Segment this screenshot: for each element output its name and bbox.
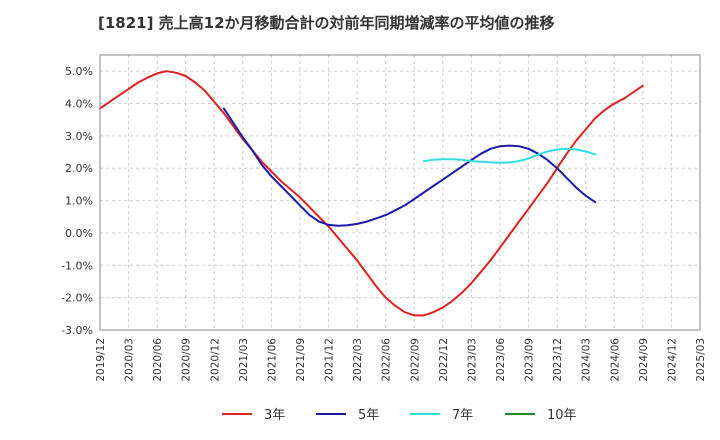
x-tick-label: 2023/06 [495,338,507,382]
y-tick-label: -3.0% [61,324,93,337]
legend-label-3: 7年 [452,408,473,423]
y-tick-label: 5.0% [65,65,93,78]
y-tick-label: -1.0% [61,259,93,272]
y-axis-ticks: 5.0% 4.0% 3.0% 2.0% 1.0% 0.0% -1.0% -2.0% -3.0% [61,65,93,337]
x-tick-label: 2020/06 [152,338,164,382]
x-tick-label: 2020/12 [209,338,221,382]
x-tick-label: 2022/09 [409,338,421,382]
x-tick-label: 2020/09 [181,338,193,382]
x-tick-label: 2021/06 [266,338,278,382]
y-tick-label: 0.0% [65,227,93,240]
x-axis-ticks: 2019/12 2020/03 2020/06 2020/09 2020/12 2021/… [95,338,707,382]
y-tick-label: 3.0% [65,130,93,143]
y-tick-label: -2.0% [61,292,93,305]
x-tick-label: 2024/09 [638,338,650,382]
x-tick-label: 2022/03 [352,338,364,382]
x-tick-label: 2022/12 [438,338,450,382]
series-lines [99,70,644,317]
x-tick-label: 2024/12 [666,338,678,382]
legend: 3年 5年 7年 10年 [222,408,577,423]
x-tick-label: 2024/03 [581,338,593,382]
x-tick-label: 2020/03 [124,338,136,382]
x-tick-label: 2023/12 [552,338,564,382]
series-line-2 [222,107,597,227]
x-tick-label: 2023/09 [524,338,536,382]
series-line-1 [99,70,644,317]
x-tick-label: 2021/09 [295,338,307,382]
series-line-3 [422,147,597,164]
x-tick-label: 2019/12 [95,338,107,382]
grid-lines [99,55,701,331]
x-tick-label: 2024/06 [609,338,621,382]
x-tick-label: 2023/03 [466,338,478,382]
x-tick-label: 2021/12 [324,338,336,382]
x-tick-label: 2025/03 [695,338,707,382]
legend-label-4: 10年 [547,408,577,423]
x-tick-label: 2022/06 [381,338,393,382]
legend-label-2: 5年 [358,408,379,423]
y-tick-label: 2.0% [65,162,93,175]
legend-label-1: 3年 [264,408,285,423]
plot-border [99,54,701,331]
x-tick-label: 2021/03 [238,338,250,382]
chart-title: [1821] 売上高12か月移動合計の対前年同期増減率の平均値の推移 [98,14,555,32]
y-tick-label: 1.0% [65,195,93,208]
plot-area [100,55,700,330]
y-tick-label: 4.0% [65,98,93,111]
